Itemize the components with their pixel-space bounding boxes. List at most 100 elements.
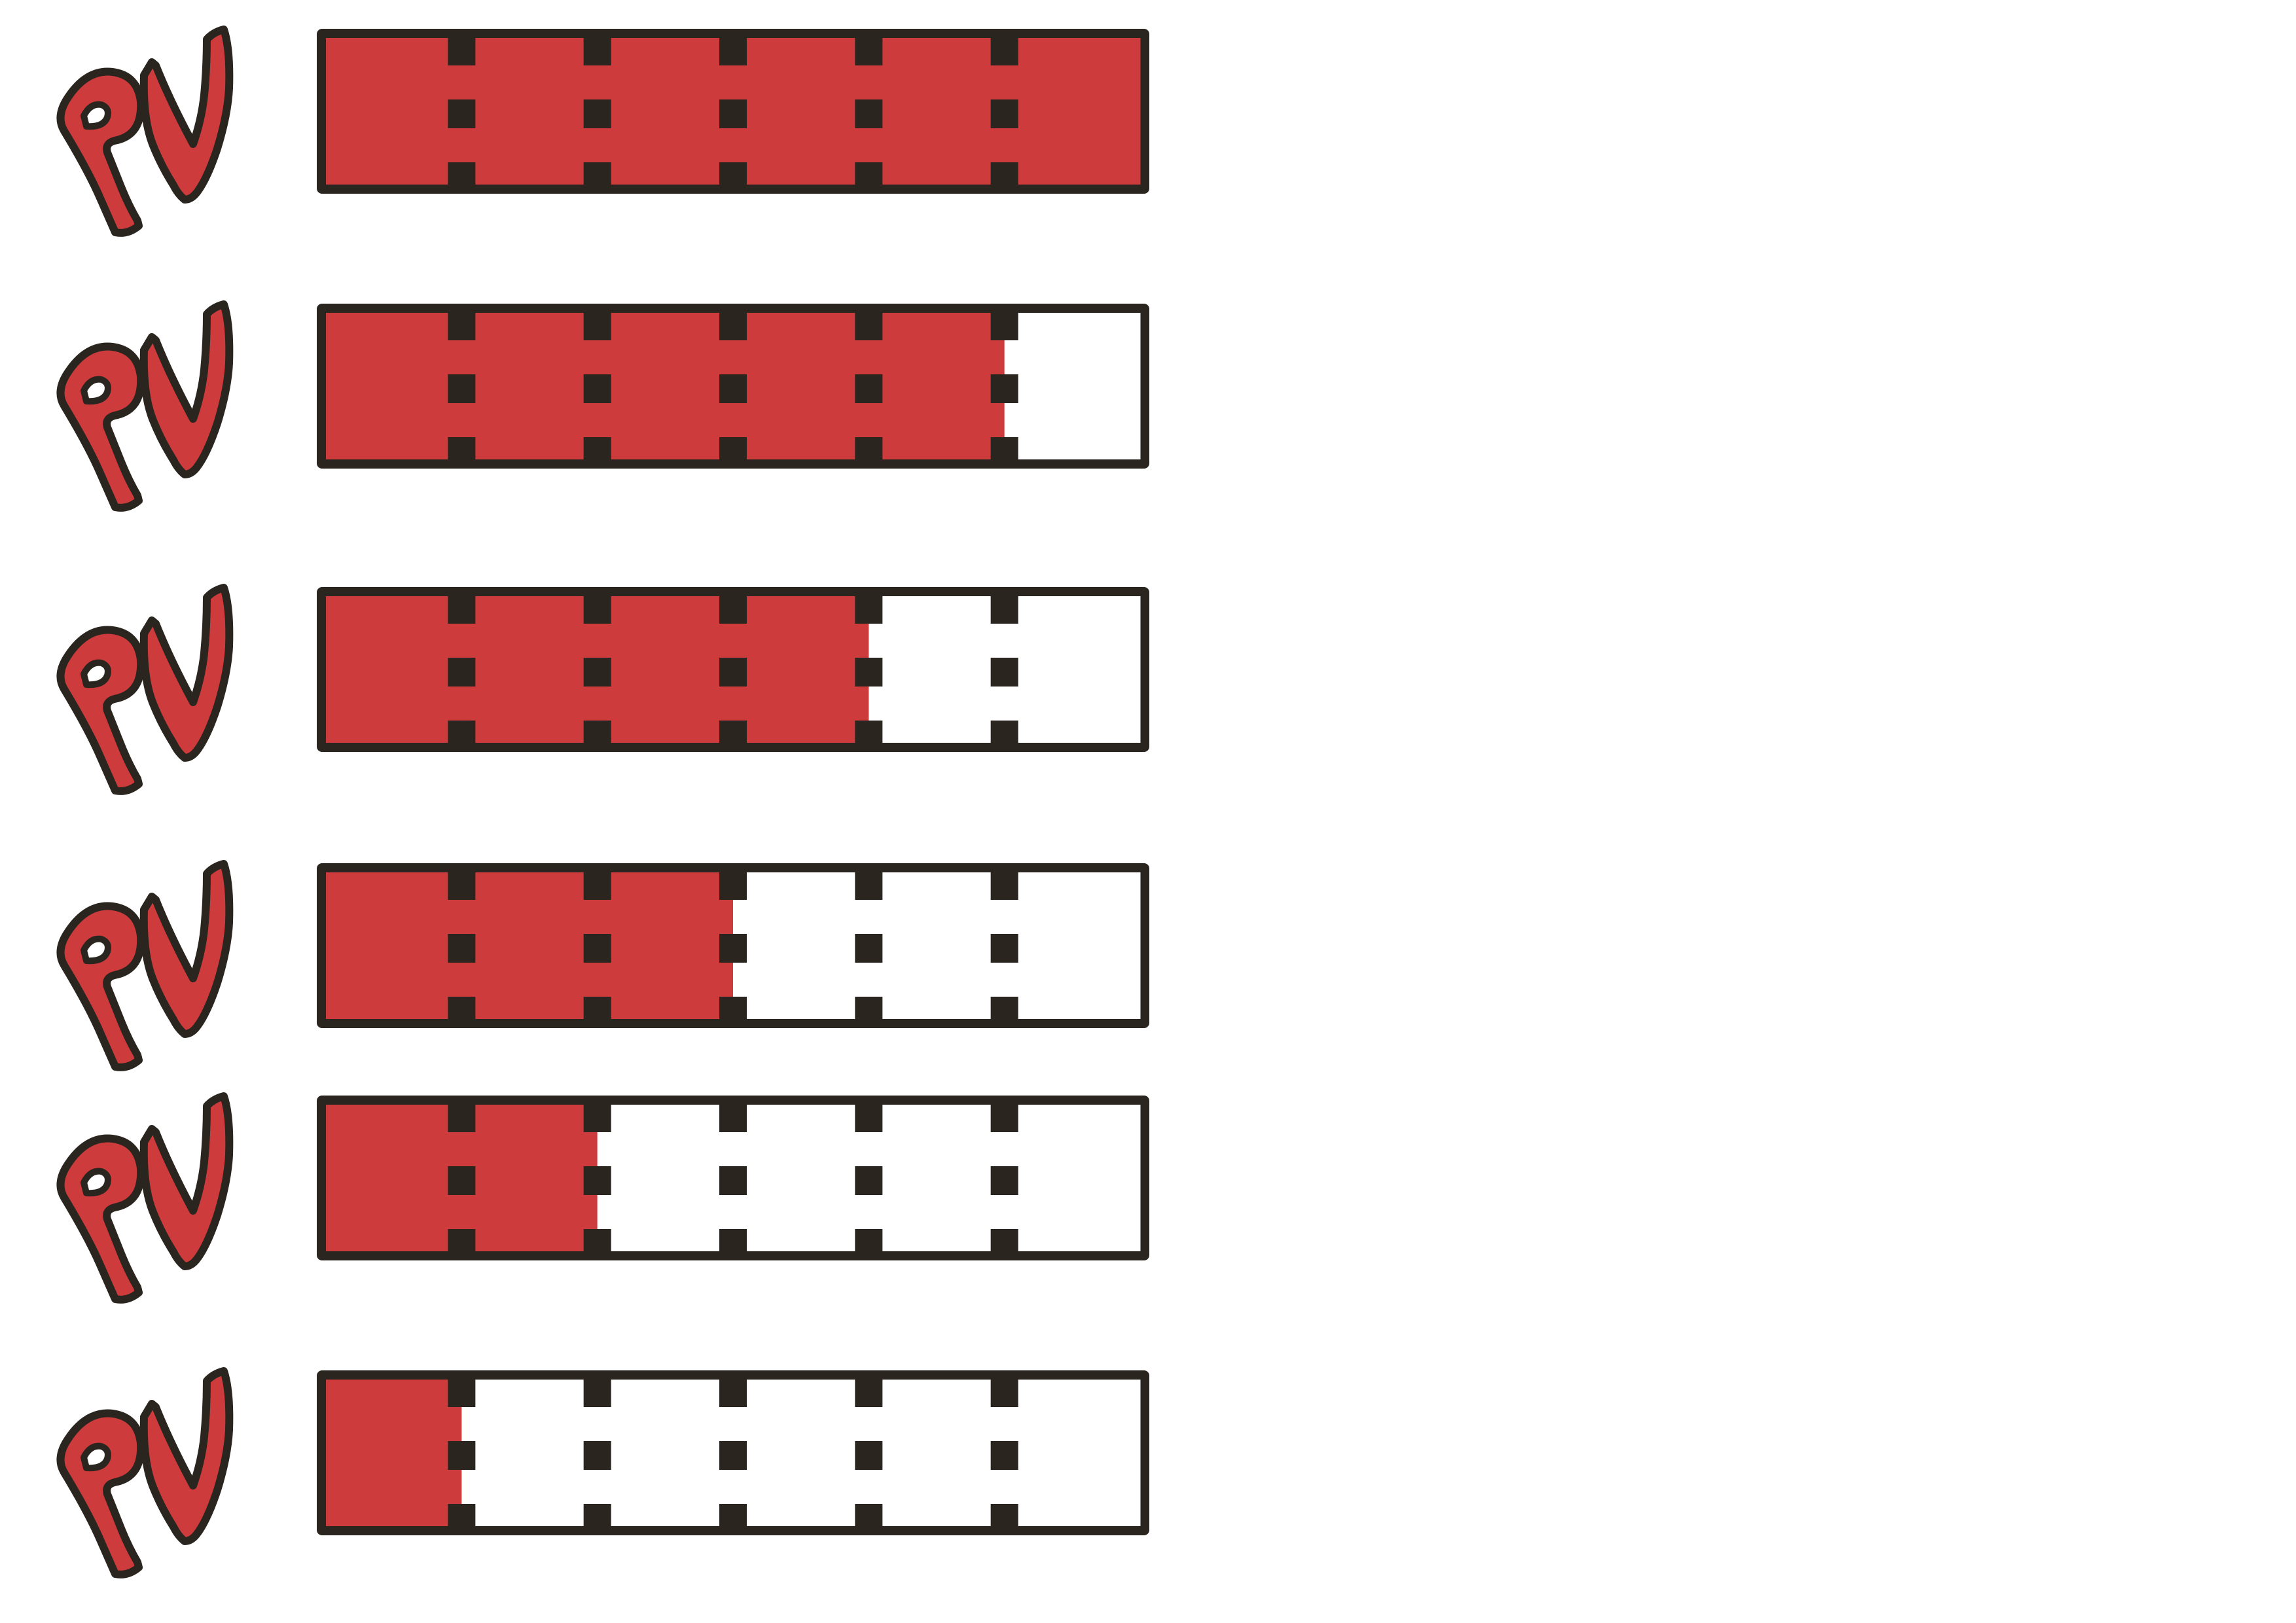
bar-segment-3 — [597, 38, 734, 185]
segment-divider-notch — [448, 1441, 476, 1470]
segment-divider-notch — [990, 1103, 1018, 1132]
segment-divider-notch — [990, 437, 1018, 466]
bar-segment-2 — [461, 872, 598, 1019]
segment-divider-notch — [448, 1229, 476, 1258]
segment-divider-notch — [855, 99, 883, 128]
segment-divider-notch — [448, 595, 476, 624]
segment-divider-notch — [583, 1441, 611, 1470]
letter-p-counter — [81, 1168, 111, 1197]
pv-hp-label-icon — [56, 1367, 234, 1578]
bar-segment-6 — [1004, 313, 1141, 459]
segment-divider-notch — [719, 997, 747, 1026]
segment-divider-notch — [719, 934, 747, 963]
letter-p-counter — [81, 376, 111, 405]
segment-divider-notch — [855, 1229, 883, 1258]
bar-segment-4 — [733, 596, 869, 743]
bar-segment-1 — [326, 596, 462, 743]
bar-segment-2 — [461, 38, 598, 185]
pv-meter-row-3 — [0, 838, 1178, 1071]
segment-divider-notch — [990, 1504, 1018, 1533]
segment-divider-notch — [855, 1378, 883, 1407]
pv-meter-row-5 — [0, 278, 1178, 512]
segment-divider-notch — [448, 162, 476, 191]
pv-meter-row-2 — [0, 1070, 1178, 1304]
bar-segment-5 — [869, 872, 1005, 1019]
segment-divider-notch — [990, 37, 1018, 65]
segment-divider-notch — [719, 1103, 747, 1132]
segment-divider-notch — [855, 37, 883, 65]
segment-divider-notch — [990, 1166, 1018, 1195]
segment-divider-notch — [719, 1441, 747, 1470]
pv-hp-label-icon — [56, 300, 234, 512]
segment-divider-notch — [990, 934, 1018, 963]
segment-divider-notch — [855, 162, 883, 191]
segment-divider-notch — [583, 312, 611, 340]
segment-divider-notch — [583, 1166, 611, 1195]
segment-divider-notch — [855, 871, 883, 900]
segment-divider-notch — [583, 99, 611, 128]
letter-p-counter — [81, 659, 111, 688]
letter-p-shape — [56, 902, 145, 1071]
segment-divider-notch — [448, 437, 476, 466]
bar-segment-4 — [733, 1105, 869, 1251]
segment-divider-notch — [719, 1229, 747, 1258]
bar-segment-6 — [1004, 596, 1141, 743]
segment-divider-notch — [448, 721, 476, 749]
bar-segment-6 — [1004, 872, 1141, 1019]
segment-divider-notch — [448, 997, 476, 1026]
segment-divider-notch — [855, 1441, 883, 1470]
letter-v-shape — [139, 26, 234, 204]
bar-segment-3 — [597, 313, 734, 459]
segment-divider-notch — [855, 721, 883, 749]
segment-divider-notch — [855, 437, 883, 466]
bar-segment-6 — [1004, 1105, 1141, 1251]
segment-divider-notch — [583, 1504, 611, 1533]
segment-divider-notch — [448, 374, 476, 403]
pv-meter-row-1 — [0, 1345, 1178, 1578]
letter-p-shape — [56, 1409, 145, 1578]
segment-divider-notch — [448, 1504, 476, 1533]
segment-divider-notch — [583, 934, 611, 963]
segment-divider-notch — [583, 1378, 611, 1407]
bar-segment-3 — [597, 1380, 734, 1526]
segment-divider-notch — [448, 99, 476, 128]
segment-divider-notch — [583, 871, 611, 900]
segment-divider-notch — [583, 437, 611, 466]
segment-divider-notch — [448, 934, 476, 963]
segment-divider-notch — [990, 871, 1018, 900]
bar-segment-2 — [461, 1380, 598, 1526]
segment-divider-notch — [448, 1103, 476, 1132]
segment-divider-notch — [719, 374, 747, 403]
segment-divider-notch — [719, 658, 747, 687]
segment-divider-notch — [990, 312, 1018, 340]
pv-hp-label-icon — [56, 584, 234, 795]
segment-divider-notch — [583, 595, 611, 624]
segment-divider-notch — [719, 721, 747, 749]
pv-health-bar — [317, 1370, 1149, 1535]
segment-divider-notch — [855, 595, 883, 624]
bar-segment-2 — [461, 1105, 598, 1251]
segment-divider-notch — [990, 162, 1018, 191]
segment-divider-notch — [990, 721, 1018, 749]
pv-hp-label-icon — [56, 26, 234, 237]
letter-p-counter — [81, 101, 111, 130]
bar-segment-4 — [733, 1380, 869, 1526]
letter-p-counter — [81, 935, 111, 965]
letter-v-shape — [139, 300, 234, 478]
bar-segment-3 — [597, 1105, 734, 1251]
segment-divider-notch — [448, 37, 476, 65]
segment-divider-notch — [990, 595, 1018, 624]
letter-p-shape — [56, 626, 145, 795]
segment-divider-notch — [855, 1504, 883, 1533]
segment-divider-notch — [583, 374, 611, 403]
bar-segment-5 — [869, 1380, 1005, 1526]
bar-segment-1 — [326, 872, 462, 1019]
pv-health-bar — [317, 863, 1149, 1028]
bar-segment-5 — [869, 1105, 1005, 1251]
bar-segment-1 — [326, 38, 462, 185]
pv-meter-row-6 — [0, 3, 1178, 237]
segment-divider-notch — [719, 37, 747, 65]
bar-segment-6 — [1004, 38, 1141, 185]
pv-hp-label-icon — [56, 1092, 234, 1304]
